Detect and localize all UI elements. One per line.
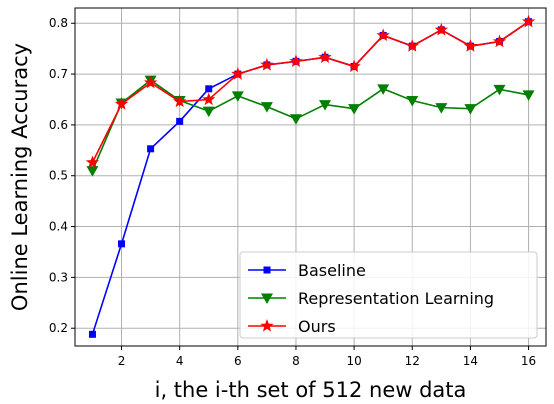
data-point-ours <box>85 155 100 169</box>
x-tick-label: 4 <box>176 354 184 368</box>
series-line-ours <box>91 21 530 163</box>
data-point-ours <box>173 94 187 108</box>
data-point-ours <box>405 39 419 52</box>
data-point-representation-learning <box>231 91 244 102</box>
data-point-ours <box>231 67 245 80</box>
data-point-representation-learning <box>86 166 99 177</box>
data-point-representation-learning <box>319 100 332 111</box>
y-tick-label: 0.2 <box>49 321 68 335</box>
axis-ticks: 2 4 6 8 10 12 14 16 0.2 0.3 0.4 0.5 0.6 0.7 0.8 <box>49 16 536 368</box>
data-point-representation-learning <box>289 114 302 125</box>
y-tick-label: 0.6 <box>49 118 68 132</box>
legend-label-ours: Ours <box>298 317 336 336</box>
y-tick-label: 0.8 <box>49 16 68 30</box>
data-point-ours <box>492 34 507 48</box>
legend: Baseline Representation Learning Ours <box>239 251 538 339</box>
data-point-representation-learning <box>260 102 273 113</box>
data-point-baseline <box>147 145 155 153</box>
legend-marker-baseline <box>263 266 271 274</box>
legend-marker-ours <box>260 319 274 332</box>
data-point-baseline <box>88 330 96 338</box>
x-axis-title: i, the i-th set of 512 new data <box>155 378 467 402</box>
data-point-ours <box>114 97 129 110</box>
data-point-ours <box>318 50 332 63</box>
x-tick-label: 14 <box>463 354 478 368</box>
x-tick-label: 6 <box>234 354 242 368</box>
data-point-baseline <box>205 85 213 93</box>
y-tick-label: 0.3 <box>49 270 68 284</box>
data-point-baseline <box>176 117 184 125</box>
x-tick-label: 2 <box>118 354 126 368</box>
data-point-representation-learning <box>522 90 535 101</box>
series-line-representation-learning <box>91 79 529 171</box>
x-tick-label: 8 <box>292 354 300 368</box>
x-tick-label: 10 <box>346 354 361 368</box>
data-point-ours <box>521 14 536 28</box>
data-point-representation-learning <box>435 103 448 114</box>
x-tick-label: 16 <box>521 354 536 368</box>
legend-marker-representation-learning <box>261 293 273 304</box>
data-point-ours <box>434 22 448 36</box>
data-point-ours <box>463 39 478 52</box>
data-point-ours <box>376 28 390 42</box>
y-tick-label: 0.7 <box>49 67 68 81</box>
legend-item-ours: Ours <box>248 317 336 336</box>
x-tick-label: 12 <box>405 354 420 368</box>
data-point-representation-learning <box>464 104 477 115</box>
data-point-ours <box>260 57 274 71</box>
data-point-ours <box>347 59 361 73</box>
series-representation-learning <box>86 75 535 177</box>
data-point-ours <box>289 54 303 68</box>
series-ours <box>85 14 536 169</box>
y-tick-label: 0.4 <box>49 220 68 234</box>
legend-label-baseline: Baseline <box>298 261 366 280</box>
data-point-ours <box>143 75 158 89</box>
y-tick-label: 0.5 <box>49 169 68 183</box>
grid <box>75 8 546 346</box>
series-layer <box>85 14 536 338</box>
data-point-representation-learning <box>406 96 419 107</box>
plot-frame <box>74 7 547 347</box>
data-point-baseline <box>118 240 126 248</box>
legend-item-baseline: Baseline <box>248 261 366 280</box>
legend-label-representation-learning: Representation Learning <box>298 289 494 308</box>
data-point-representation-learning <box>493 84 506 96</box>
y-axis-title: Online Learning Accuracy <box>8 43 32 311</box>
legend-item-representation-learning: Representation Learning <box>248 289 494 308</box>
data-point-representation-learning <box>348 104 361 115</box>
data-point-ours <box>202 92 216 106</box>
data-point-representation-learning <box>377 84 390 95</box>
legend-box <box>239 251 538 339</box>
data-point-representation-learning <box>202 106 215 118</box>
